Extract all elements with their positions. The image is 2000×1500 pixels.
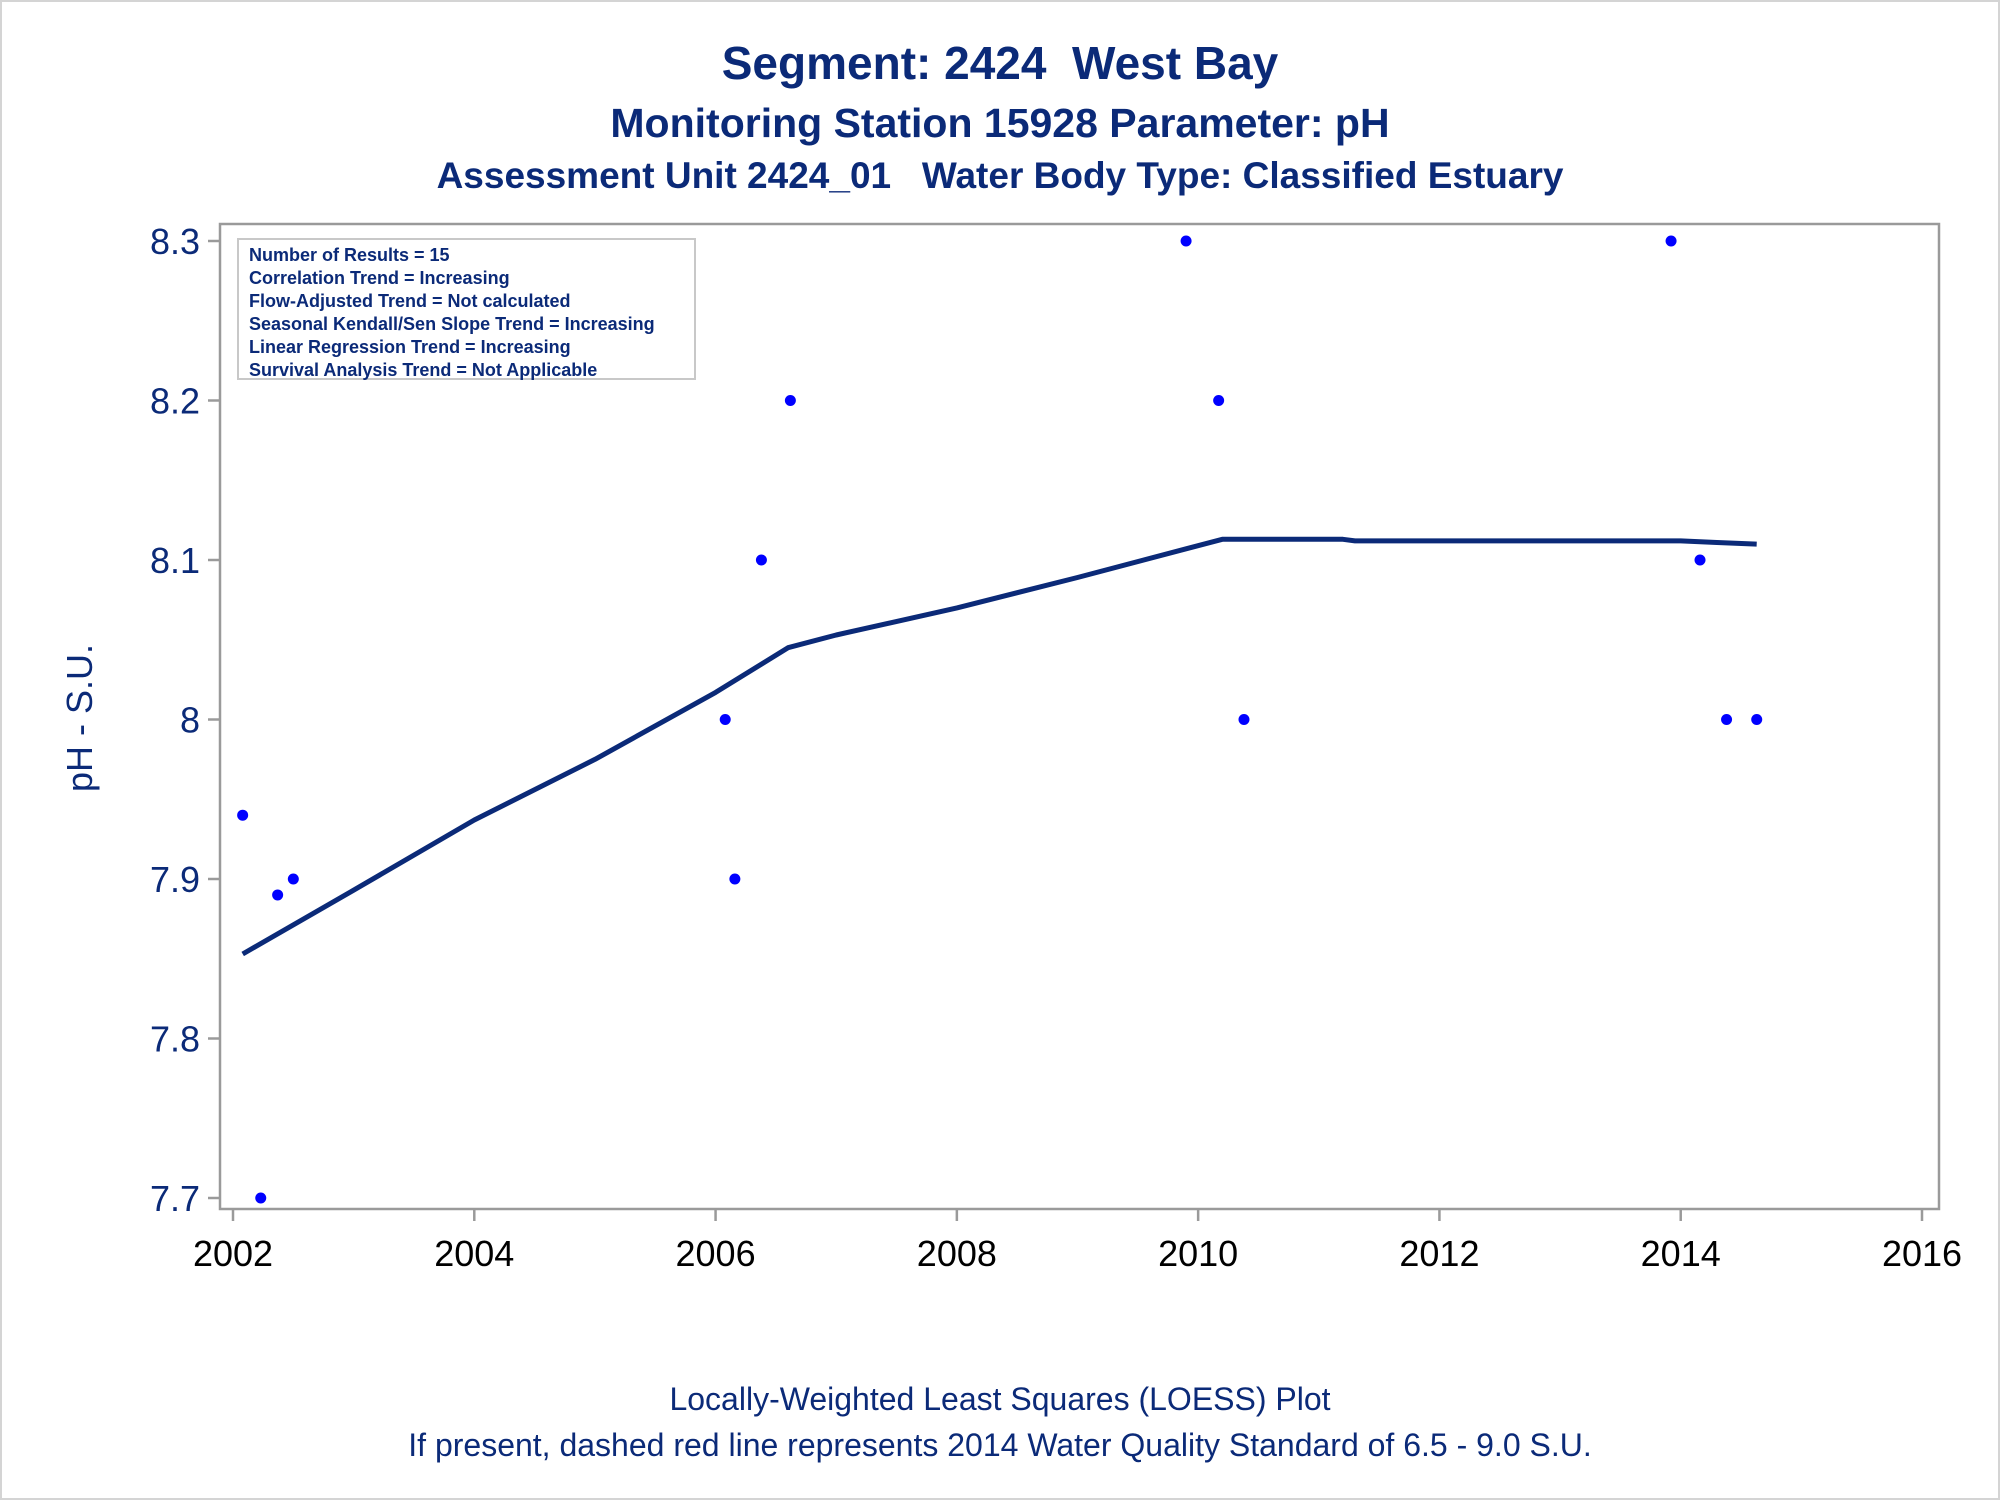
loess-line-layer — [241, 536, 1757, 957]
stat-linear-regression-trend: Linear Regression Trend = Increasing — [249, 337, 571, 357]
data-point — [719, 714, 731, 725]
stat-number-of-results: Number of Results = 15 — [249, 245, 450, 265]
chart-subtitle-assessment: Assessment Unit 2424_01 Water Body Type:… — [436, 155, 1564, 196]
chart-title: Segment: 2424 West Bay — [721, 37, 1279, 89]
data-point — [1721, 714, 1733, 725]
x-tick-label: 2014 — [1641, 1233, 1721, 1274]
y-tick-label: 7.9 — [150, 859, 200, 900]
x-tick-label: 2012 — [1399, 1233, 1479, 1274]
data-point — [287, 873, 299, 885]
footnote-standard: If present, dashed red line represents 2… — [408, 1427, 1592, 1463]
x-tick-label: 2016 — [1882, 1233, 1962, 1274]
stat-survival-analysis-trend: Survival Analysis Trend = Not Applicable — [249, 360, 598, 380]
x-tick-label: 2002 — [193, 1233, 273, 1274]
data-point — [729, 873, 741, 885]
loess-curve — [241, 536, 1757, 957]
x-axis: 2002 2004 2006 2008 2010 2012 2014 2016 — [193, 1209, 1962, 1274]
data-point — [1180, 235, 1192, 247]
data-point — [1665, 235, 1677, 247]
x-tick-label: 2004 — [434, 1233, 514, 1274]
y-tick-label: 8.1 — [150, 540, 200, 581]
data-point — [784, 395, 796, 406]
data-point — [255, 1192, 267, 1204]
data-point — [1694, 554, 1706, 566]
data-point — [755, 554, 767, 566]
data-points-layer — [237, 235, 1763, 1204]
data-point — [272, 889, 284, 901]
stat-flow-adjusted-trend: Flow-Adjusted Trend = Not calculated — [249, 291, 571, 311]
y-tick-label: 8.2 — [150, 381, 200, 422]
y-tick-label: 8 — [180, 700, 200, 741]
data-point — [1213, 395, 1225, 406]
chart-subtitle-station: Monitoring Station 15928 Parameter: pH — [610, 100, 1390, 146]
y-tick-label: 7.8 — [150, 1019, 200, 1060]
data-point — [237, 809, 249, 821]
plot-area-border — [218, 222, 1941, 1211]
x-tick-label: 2008 — [917, 1233, 997, 1274]
trend-statistics-box: Number of Results = 15 Correlation Trend… — [237, 238, 696, 380]
y-tick-label: 7.7 — [150, 1178, 200, 1219]
y-axis: 7.7 7.8 7.9 8 8.1 8.2 8.3 — [150, 221, 220, 1219]
y-tick-label: 8.3 — [150, 221, 200, 262]
data-point — [1751, 714, 1763, 725]
x-tick-label: 2006 — [676, 1233, 756, 1274]
stat-seasonal-kendall-trend: Seasonal Kendall/Sen Slope Trend = Incre… — [249, 314, 655, 334]
x-tick-label: 2010 — [1158, 1233, 1238, 1274]
stat-correlation-trend: Correlation Trend = Increasing — [249, 268, 510, 288]
footnote-loess: Locally-Weighted Least Squares (LOESS) P… — [669, 1381, 1331, 1417]
data-point — [1238, 714, 1250, 725]
